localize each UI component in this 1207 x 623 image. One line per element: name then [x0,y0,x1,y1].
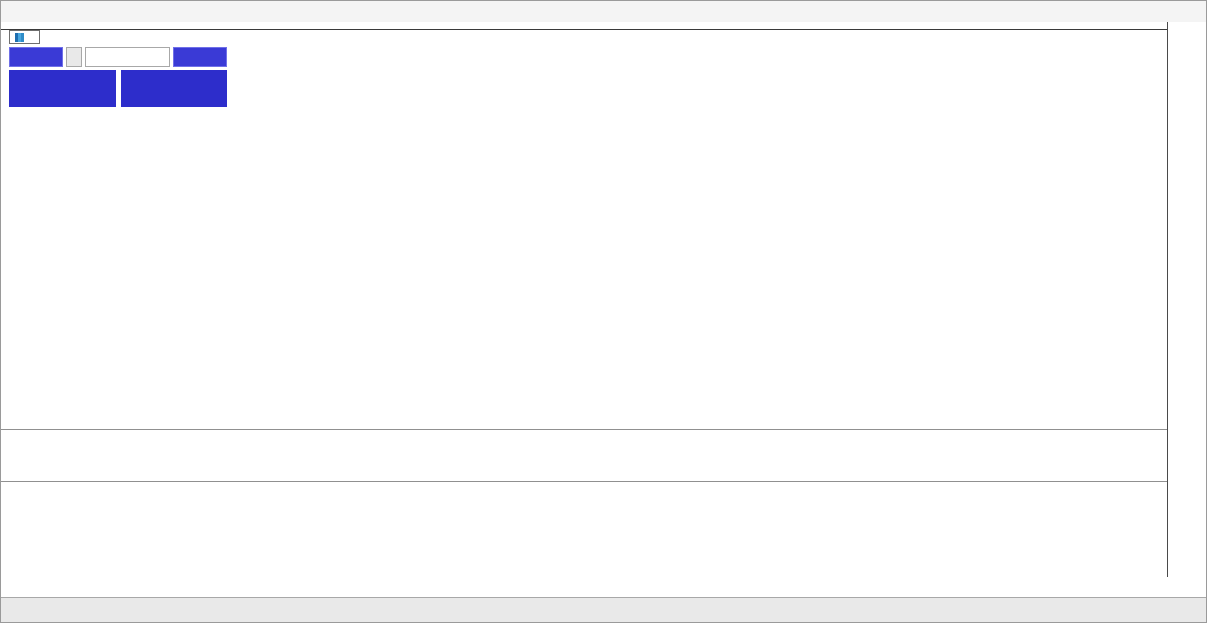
chart-tabs-bar [1,597,1206,622]
rsi-indicator-canvas[interactable] [1,481,1167,577]
chart-window [1,22,1206,577]
chart-icon [15,32,24,42]
macd-panel-separator [1,429,1206,430]
chart-frame-border [1,29,1206,30]
volume-input[interactable] [85,47,170,67]
one-click-trading-panel [9,47,227,107]
buy-price-button[interactable] [120,70,227,107]
date-axis[interactable] [1,577,1206,599]
volume-dropdown-button[interactable] [66,47,82,67]
macd-indicator-canvas[interactable] [1,429,1167,481]
sell-button[interactable] [9,47,63,67]
price-axis[interactable] [1167,22,1206,577]
timeframes-toolbar [1,1,1206,22]
trade-panel-controls [9,47,227,67]
trade-panel-prices [9,70,227,107]
chart-ohlc-header [9,30,40,44]
sell-price-button[interactable] [9,70,116,107]
buy-button[interactable] [173,47,227,67]
rsi-panel-separator [1,481,1206,482]
